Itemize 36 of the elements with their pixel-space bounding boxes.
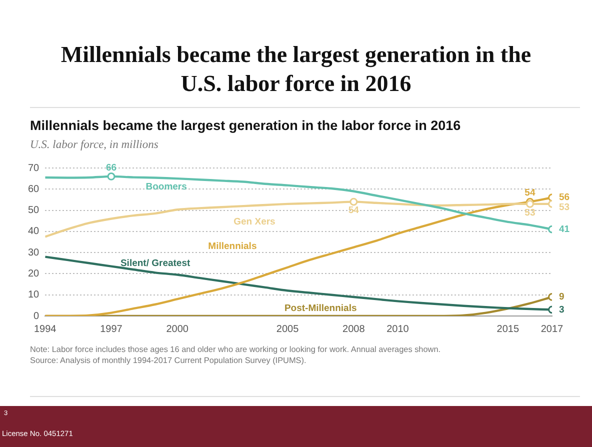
point	[350, 198, 358, 206]
y-tick-label: 50	[28, 205, 40, 216]
y-tick-label: 60	[28, 184, 40, 195]
series-label: Gen Xers	[234, 216, 276, 228]
x-tick-label: 2017	[540, 324, 564, 335]
data-label: 56	[559, 192, 570, 204]
data-label: 53	[559, 202, 570, 214]
data-label: 41	[559, 224, 570, 235]
text: Millennials	[208, 240, 257, 252]
x-tick-label: 2010	[386, 324, 410, 335]
chart-title: Millennials became the largest generation in the U.S. labor force in 2016	[60, 41, 532, 98]
y-tick-label: 10	[28, 290, 40, 301]
x-tick-label: 2000	[166, 324, 189, 335]
chart-subtitle: Millennials became the largest generation in the labor force in 2016	[30, 118, 461, 133]
data-label: 53	[524, 207, 536, 218]
x-tick-label: 2015	[496, 324, 520, 335]
data-label: 54	[524, 188, 536, 199]
y-tick-label: 20	[28, 268, 40, 280]
data-label: 66	[106, 162, 117, 174]
y-axis-title: U.S. labor force, in millions	[30, 139, 158, 151]
series-label: Post-Millennials	[284, 303, 357, 314]
y-tick-label: 70	[28, 162, 40, 174]
y-tick-label: 40	[28, 226, 40, 238]
data-label: 3	[559, 304, 564, 316]
y-tick-label: 30	[28, 247, 40, 258]
source-note: Source: Analysis of monthly 1994-2017 Current Population Survey (IPUMS).	[30, 356, 306, 365]
series-label: Silent/ Greatest	[120, 258, 191, 269]
y-tick-label: 0	[34, 310, 40, 322]
x-tick-label: 1997	[100, 324, 123, 335]
data-label: 54	[348, 205, 360, 216]
data-label: 9	[559, 292, 564, 303]
x-tick-label: 1994	[34, 324, 57, 335]
text: Note: Labor force includes those ages 16 and older who are working or looking for work. Annual averages shown.	[30, 345, 441, 354]
series-label: Boomers	[146, 182, 187, 193]
x-tick-label: 2005	[276, 324, 300, 335]
x-tick-label: 2008	[342, 324, 366, 335]
